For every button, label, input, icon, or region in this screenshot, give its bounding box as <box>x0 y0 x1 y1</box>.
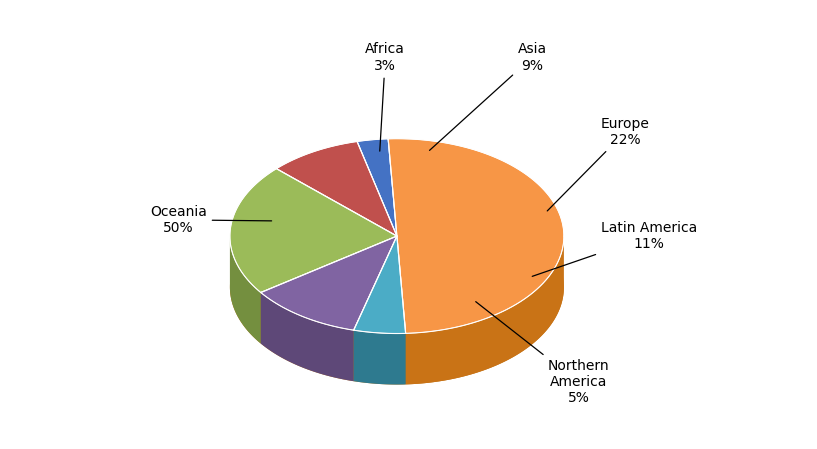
Text: Africa
3%: Africa 3% <box>365 42 405 151</box>
Polygon shape <box>230 169 397 293</box>
Text: Oceania
50%: Oceania 50% <box>150 205 271 235</box>
Polygon shape <box>354 330 406 384</box>
Polygon shape <box>388 139 564 333</box>
Text: Latin America
11%: Latin America 11% <box>532 221 697 276</box>
Polygon shape <box>261 293 354 381</box>
Text: Europe
22%: Europe 22% <box>547 117 650 211</box>
Polygon shape <box>357 139 397 236</box>
Text: Northern
America
5%: Northern America 5% <box>475 302 609 405</box>
Polygon shape <box>261 236 397 330</box>
Polygon shape <box>230 236 261 343</box>
Polygon shape <box>276 141 397 236</box>
Polygon shape <box>406 236 564 384</box>
Polygon shape <box>230 190 564 384</box>
Polygon shape <box>354 236 406 334</box>
Text: Asia
9%: Asia 9% <box>430 42 547 150</box>
